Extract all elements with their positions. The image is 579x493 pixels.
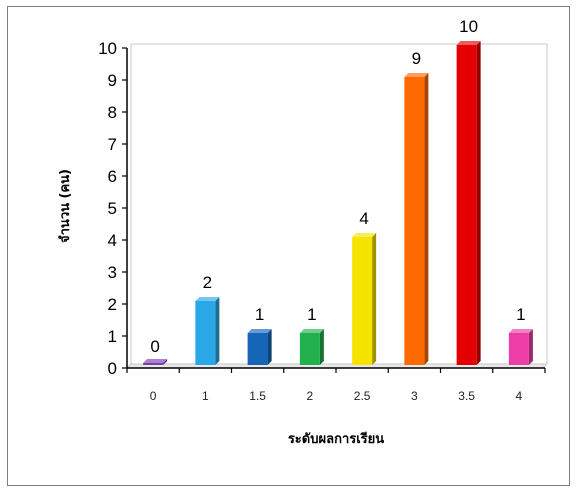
data-label: 1 bbox=[307, 305, 316, 324]
bar-3 bbox=[404, 73, 429, 365]
bar-2.5 bbox=[352, 233, 377, 365]
bar-front bbox=[195, 301, 216, 365]
x-tick-label: 3.5 bbox=[458, 389, 475, 403]
y-tick-label: 10 bbox=[98, 39, 117, 58]
bar-front bbox=[456, 45, 477, 365]
data-label: 9 bbox=[412, 49, 421, 68]
y-tick-label: 7 bbox=[108, 135, 117, 154]
bar-2 bbox=[299, 329, 324, 365]
bar-side bbox=[476, 41, 481, 365]
bar-3.5 bbox=[456, 41, 481, 365]
x-axis-title: ระดับผลการเรียน bbox=[288, 431, 384, 447]
x-tick-label: 1 bbox=[202, 389, 209, 403]
y-tick-label: 4 bbox=[108, 231, 117, 250]
y-axis-ticks: 0 1 2 3 4 5 6 7 8 9 10 bbox=[98, 39, 127, 378]
y-tick-label: 1 bbox=[108, 327, 117, 346]
plot-back-wall bbox=[125, 43, 549, 369]
bar-front bbox=[508, 333, 529, 365]
data-label: 1 bbox=[255, 305, 264, 324]
bar-series bbox=[143, 41, 533, 365]
x-tick-label: 2.5 bbox=[354, 389, 371, 403]
y-tick-label: 5 bbox=[108, 199, 117, 218]
bar-top bbox=[195, 297, 220, 301]
y-tick-label: 6 bbox=[108, 167, 117, 186]
bar-1 bbox=[195, 297, 220, 365]
bar-top bbox=[508, 329, 533, 333]
x-tick-label: 3 bbox=[411, 389, 418, 403]
bar-top bbox=[352, 233, 377, 237]
x-tick-label: 0 bbox=[150, 389, 157, 403]
bar-top bbox=[299, 329, 324, 333]
data-label: 0 bbox=[150, 337, 159, 356]
x-tick-label: 4 bbox=[516, 389, 523, 403]
y-tick-label: 2 bbox=[108, 295, 117, 314]
bar-0 bbox=[143, 359, 168, 365]
x-axis-ticks: 0 1 1.5 2 2.5 3 3.5 4 bbox=[126, 368, 546, 403]
data-label: 1 bbox=[516, 305, 525, 324]
y-tick-label: 3 bbox=[108, 263, 117, 282]
bar-side bbox=[319, 329, 324, 365]
bar-side bbox=[267, 329, 272, 365]
bar-side bbox=[163, 359, 168, 365]
bar-top bbox=[143, 359, 168, 363]
data-label: 10 bbox=[459, 17, 478, 36]
y-tick-label: 0 bbox=[108, 359, 117, 378]
bar-top bbox=[247, 329, 272, 333]
bar-front bbox=[247, 333, 268, 365]
bar-side bbox=[528, 329, 533, 365]
y-tick-label: 9 bbox=[108, 71, 117, 90]
data-labels: 0 2 1 1 4 9 10 1 bbox=[150, 17, 525, 356]
x-tick-label: 2 bbox=[307, 389, 314, 403]
bar-side bbox=[424, 73, 429, 365]
bar-1.5 bbox=[247, 329, 272, 365]
y-axis-title: จำนวน (คน) bbox=[57, 169, 73, 243]
bar-front bbox=[404, 77, 425, 365]
bar-side bbox=[372, 233, 377, 365]
bar-top bbox=[404, 73, 429, 77]
bar-4 bbox=[508, 329, 533, 365]
bar-front bbox=[352, 237, 373, 365]
data-label: 4 bbox=[359, 209, 368, 228]
bar-top bbox=[456, 41, 481, 45]
data-label: 2 bbox=[203, 273, 212, 292]
y-tick-label: 8 bbox=[108, 103, 117, 122]
bar-side bbox=[215, 297, 220, 365]
x-tick-label: 1.5 bbox=[249, 389, 266, 403]
bar-front bbox=[299, 333, 320, 365]
bar-front bbox=[143, 363, 164, 365]
